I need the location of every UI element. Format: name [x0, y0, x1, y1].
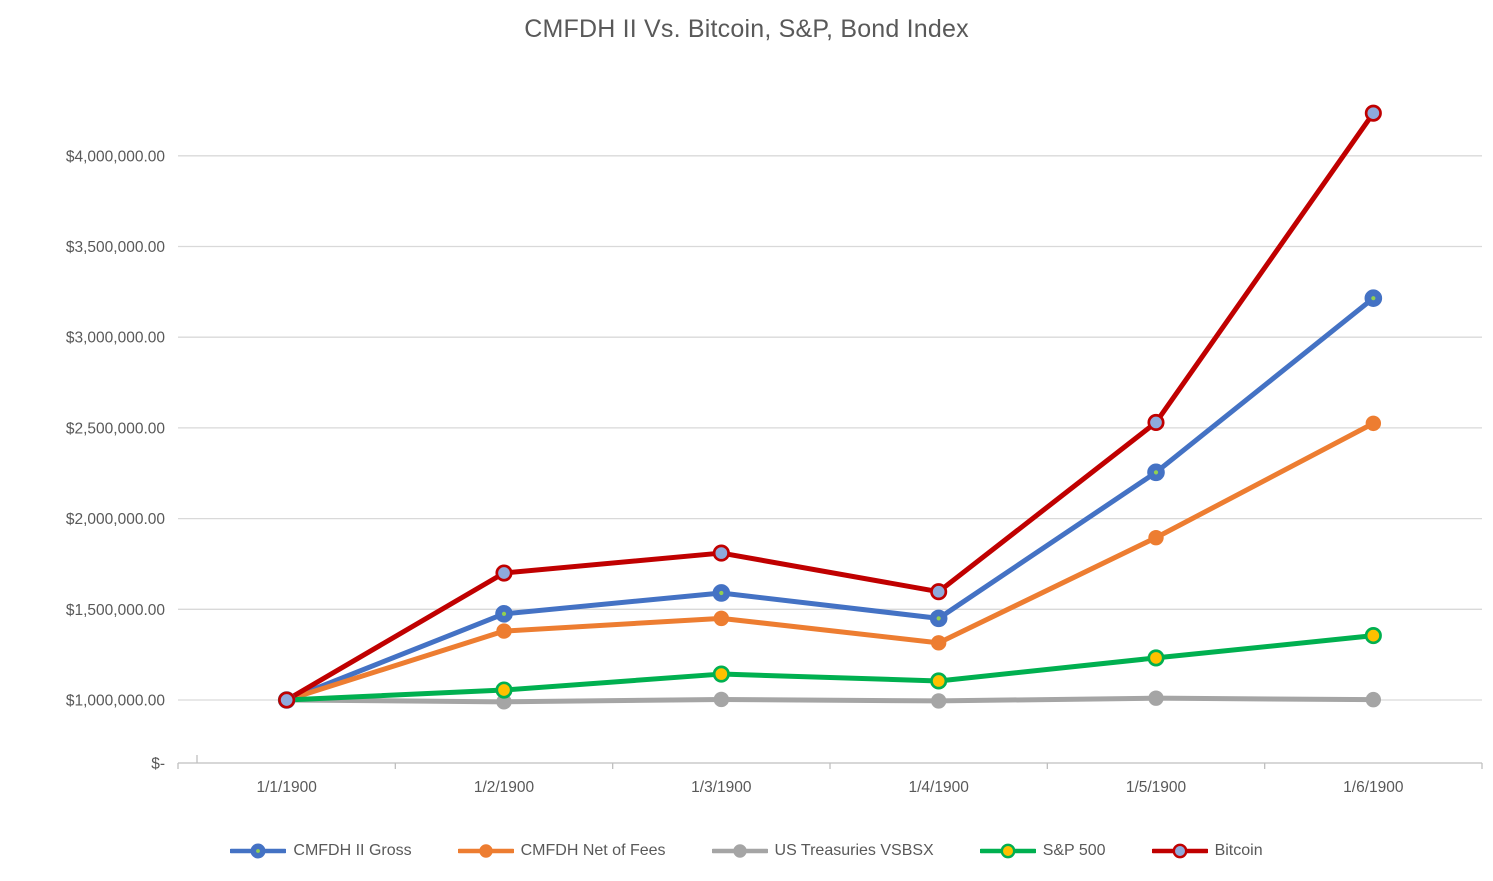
- data-point-marker-cmfdh-net-of-fees: [930, 635, 947, 651]
- legend-item-bitcoin[interactable]: Bitcoin: [1151, 842, 1263, 860]
- legend-label: CMFDH Net of Fees: [520, 842, 666, 859]
- legend: CMFDH II Gross CMFDH Net of Fees US Treasu…: [0, 842, 1493, 860]
- x-axis-label: 1/2/1900: [474, 779, 535, 796]
- series-line-s-p-500: [284, 633, 1376, 703]
- data-point-marker-s-p-500: [930, 672, 948, 690]
- data-point-marker-s-p-500: [1364, 627, 1382, 645]
- series-line-us-treasuries-vsbsx: [284, 695, 1376, 705]
- legend-label: S&P 500: [1042, 842, 1106, 859]
- x-axis-label: 1/6/1900: [1343, 779, 1404, 796]
- y-axis-label: $2,000,000.00: [66, 511, 166, 528]
- y-axis-label: $4,000,000.00: [66, 148, 166, 165]
- x-axis-label: 1/4/1900: [908, 779, 969, 796]
- legend-marker-icon: [1151, 843, 1208, 859]
- legend-marker-icon: [230, 843, 287, 859]
- legend-marker-icon: [979, 843, 1036, 859]
- x-axis-label: 1/3/1900: [691, 779, 752, 796]
- data-point-marker-cmfdh-net-of-fees: [496, 623, 512, 639]
- data-point-marker-cmfdh-net-of-fees: [1148, 529, 1164, 546]
- data-point-marker-us-treasuries-vsbsx: [930, 693, 947, 709]
- y-axis-label: $3,000,000.00: [66, 330, 166, 347]
- data-point-marker-bitcoin: [712, 544, 730, 562]
- legend-label: CMFDH II Gross: [293, 842, 412, 859]
- data-point-marker-dot-cmfdh-ii-gross: [1371, 296, 1376, 301]
- chart-title: CMFDH II Vs. Bitcoin, S&P, Bond Index: [524, 15, 969, 43]
- data-point-marker-us-treasuries-vsbsx: [1365, 691, 1382, 708]
- series-line-cmfdh-net-of-fees: [284, 420, 1376, 703]
- legend-item-cmfdh-net-of-fees[interactable]: CMFDH Net of Fees: [457, 842, 666, 860]
- y-axis-label: $1,000,000.00: [66, 693, 166, 710]
- data-point-marker-bitcoin: [1147, 413, 1165, 432]
- data-point-marker-s-p-500: [1147, 649, 1165, 667]
- data-point-marker-s-p-500: [495, 681, 513, 699]
- series-line-bitcoin: [284, 110, 1376, 703]
- data-point-marker-bitcoin: [495, 564, 513, 582]
- y-axis-zero-label: $-: [151, 756, 165, 773]
- data-point-marker-cmfdh-net-of-fees: [713, 610, 730, 627]
- data-point-marker-dot-cmfdh-ii-gross: [719, 590, 724, 596]
- legend-marker-icon: [457, 844, 514, 858]
- legend-item-s-p-500[interactable]: S&P 500: [979, 842, 1106, 860]
- series-line-cmfdh-ii-gross: [284, 295, 1376, 703]
- data-point-marker-us-treasuries-vsbsx: [1148, 690, 1164, 706]
- legend-label: Bitcoin: [1214, 842, 1263, 859]
- data-point-marker-dot-cmfdh-ii-gross: [501, 611, 507, 616]
- data-point-marker-s-p-500: [712, 665, 730, 683]
- legend-item-cmfdh-ii-gross[interactable]: CMFDH II Gross: [230, 842, 412, 860]
- legend-label: US Treasuries VSBSX: [774, 842, 934, 859]
- data-point-marker-dot-cmfdh-ii-gross: [1153, 470, 1159, 475]
- x-axis-label: 1/5/1900: [1126, 779, 1187, 796]
- y-axis-label: $2,500,000.00: [66, 420, 166, 437]
- data-point-marker-dot-cmfdh-ii-gross: [936, 616, 941, 621]
- data-point-marker-bitcoin: [278, 691, 296, 709]
- x-axis-label: 1/1/1900: [256, 779, 317, 796]
- y-axis-label: $3,500,000.00: [66, 239, 166, 256]
- legend-marker-icon: [711, 844, 768, 858]
- data-point-marker-bitcoin: [930, 583, 948, 601]
- legend-item-us-treasuries-vsbsx[interactable]: US Treasuries VSBSX: [711, 842, 934, 860]
- data-point-marker-bitcoin: [1364, 104, 1382, 122]
- data-point-marker-us-treasuries-vsbsx: [713, 691, 730, 708]
- data-point-marker-cmfdh-net-of-fees: [1365, 415, 1382, 432]
- y-axis-label: $1,500,000.00: [66, 602, 166, 619]
